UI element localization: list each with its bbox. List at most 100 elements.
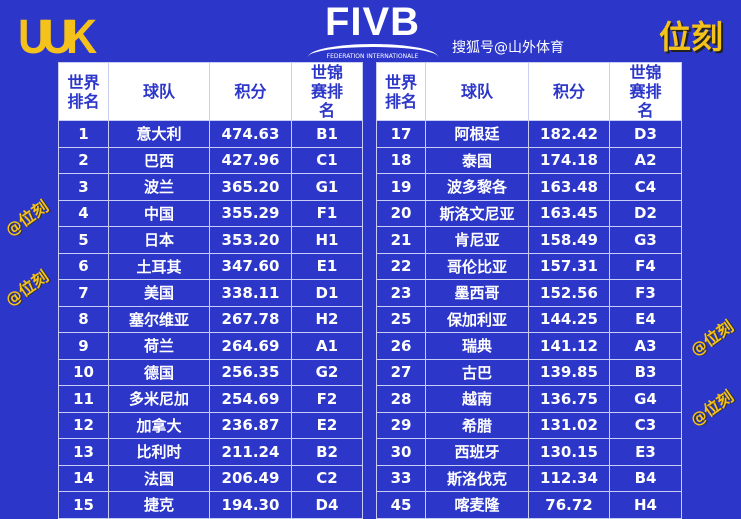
points-cell: 144.25 — [528, 305, 610, 333]
points-cell: 236.87 — [209, 411, 292, 439]
worlds-rank-cell: B1 — [291, 120, 363, 148]
column-header: 世锦赛排名 — [291, 62, 363, 121]
rank-cell: 20 — [376, 199, 426, 227]
table-row: 12 加拿大 236.87 E2 — [58, 411, 363, 439]
points-cell: 264.69 — [209, 332, 292, 360]
team-cell: 德国 — [108, 358, 210, 386]
table-row: 10 德国 256.35 G2 — [58, 358, 363, 386]
rank-cell: 30 — [376, 438, 426, 466]
worlds-rank-cell: H1 — [291, 226, 363, 254]
team-cell: 捷克 — [108, 491, 210, 519]
worlds-rank-cell: E1 — [291, 252, 363, 280]
rank-cell: 10 — [58, 358, 109, 386]
table-row: 9 荷兰 264.69 A1 — [58, 332, 363, 360]
worlds-rank-cell: F2 — [291, 385, 363, 413]
points-cell: 427.96 — [209, 146, 292, 174]
table-row: 22 哥伦比亚 157.31 F4 — [376, 252, 682, 280]
table-row: 26 瑞典 141.12 A3 — [376, 332, 682, 360]
table-row: 20 斯洛文尼亚 163.45 D2 — [376, 199, 682, 227]
rank-cell: 18 — [376, 146, 426, 174]
worlds-rank-cell: F1 — [291, 199, 363, 227]
points-cell: 347.60 — [209, 252, 292, 280]
team-cell: 加拿大 — [108, 411, 210, 439]
table-row: 8 塞尔维亚 267.78 H2 — [58, 305, 363, 333]
worlds-rank-cell: C1 — [291, 146, 363, 174]
worlds-rank-cell: E2 — [291, 411, 363, 439]
worlds-rank-cell: B4 — [609, 464, 682, 492]
rank-cell: 3 — [58, 173, 109, 201]
team-cell: 巴西 — [108, 146, 210, 174]
team-cell: 越南 — [425, 385, 529, 413]
team-cell: 日本 — [108, 226, 210, 254]
column-header: 球队 — [425, 62, 529, 121]
team-cell: 土耳其 — [108, 252, 210, 280]
team-cell: 波兰 — [108, 173, 210, 201]
points-cell: 365.20 — [209, 173, 292, 201]
table-row: 2 巴西 427.96 C1 — [58, 146, 363, 174]
points-cell: 112.34 — [528, 464, 610, 492]
points-cell: 254.69 — [209, 385, 292, 413]
fivb-title: FIVB — [324, 0, 421, 44]
points-cell: 206.49 — [209, 464, 292, 492]
points-cell: 136.75 — [528, 385, 610, 413]
worlds-rank-cell: A2 — [609, 146, 682, 174]
column-header: 世界排名 — [58, 62, 109, 121]
rank-cell: 22 — [376, 252, 426, 280]
team-cell: 波多黎各 — [425, 173, 529, 201]
worlds-rank-cell: H2 — [291, 305, 363, 333]
table-row: 27 古巴 139.85 B3 — [376, 358, 682, 386]
team-cell: 荷兰 — [108, 332, 210, 360]
points-cell: 267.78 — [209, 305, 292, 333]
team-cell: 中国 — [108, 199, 210, 227]
points-cell: 139.85 — [528, 358, 610, 386]
brand-logo: 位刻 — [658, 18, 723, 56]
points-cell: 353.20 — [209, 226, 292, 254]
rank-cell: 1 — [58, 120, 109, 148]
table-row: 5 日本 353.20 H1 — [58, 226, 363, 254]
points-cell: 76.72 — [528, 491, 610, 519]
rank-cell: 9 — [58, 332, 109, 360]
worlds-rank-cell: C4 — [609, 173, 682, 201]
ranking-table-left: 世界排名 球队 积分 世锦赛排名 1 意大利 474.63 B1 2 巴西 427.96 C1 3 波兰 3… — [58, 62, 363, 519]
rank-cell: 8 — [58, 305, 109, 333]
worlds-rank-cell: A3 — [609, 332, 682, 360]
points-cell: 474.63 — [209, 120, 292, 148]
table-row: 30 西班牙 130.15 E3 — [376, 438, 682, 466]
watermark: @位刻 — [1, 196, 52, 240]
rank-cell: 23 — [376, 279, 426, 307]
points-cell: 256.35 — [209, 358, 292, 386]
table-row: 3 波兰 365.20 G1 — [58, 173, 363, 201]
team-cell: 哥伦比亚 — [425, 252, 529, 280]
team-cell: 斯洛文尼亚 — [425, 199, 529, 227]
rank-cell: 5 — [58, 226, 109, 254]
sohu-watermark: 搜狐号@山外体育 — [452, 40, 564, 56]
worlds-rank-cell: B2 — [291, 438, 363, 466]
worlds-rank-cell: E3 — [609, 438, 682, 466]
worlds-rank-cell: H4 — [609, 491, 682, 519]
team-cell: 保加利亚 — [425, 305, 529, 333]
rank-cell: 28 — [376, 385, 426, 413]
worlds-rank-cell: F4 — [609, 252, 682, 280]
points-cell: 338.11 — [209, 279, 292, 307]
team-cell: 比利时 — [108, 438, 210, 466]
table-row: 18 泰国 174.18 A2 — [376, 146, 682, 174]
rank-cell: 4 — [58, 199, 109, 227]
rank-cell: 27 — [376, 358, 426, 386]
rank-cell: 14 — [58, 464, 109, 492]
watermark: @位刻 — [686, 316, 737, 360]
points-cell: 158.49 — [528, 226, 610, 254]
watermark: @位刻 — [686, 386, 737, 430]
table-row: 25 保加利亚 144.25 E4 — [376, 305, 682, 333]
worlds-rank-cell: F3 — [609, 279, 682, 307]
points-cell: 211.24 — [209, 438, 292, 466]
table-row: 19 波多黎各 163.48 C4 — [376, 173, 682, 201]
team-cell: 古巴 — [425, 358, 529, 386]
table-row: 17 阿根廷 182.42 D3 — [376, 120, 682, 148]
table-row: 4 中国 355.29 F1 — [58, 199, 363, 227]
worlds-rank-cell: D4 — [291, 491, 363, 519]
points-cell: 163.48 — [528, 173, 610, 201]
worlds-rank-cell: G1 — [291, 173, 363, 201]
worlds-rank-cell: B3 — [609, 358, 682, 386]
points-cell: 355.29 — [209, 199, 292, 227]
rank-cell: 29 — [376, 411, 426, 439]
